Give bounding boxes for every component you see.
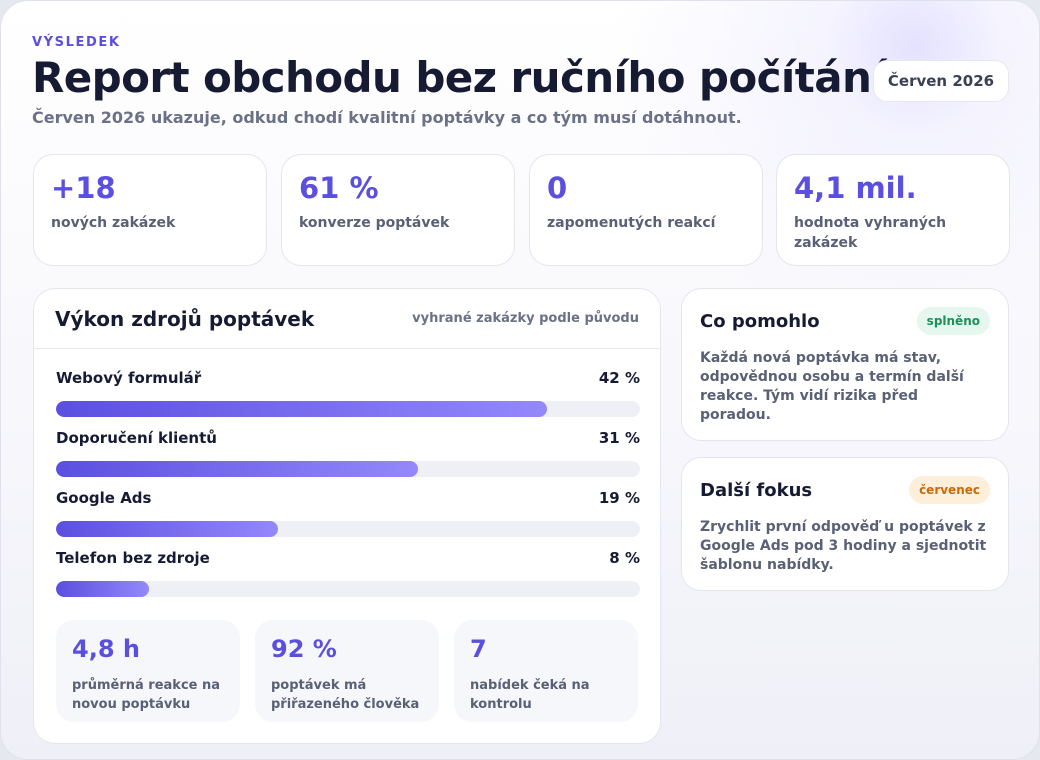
stat-value: 4,8 h — [72, 635, 140, 663]
kpi-card-new-orders: +18 nových zakázek — [33, 154, 267, 266]
kpi-value: +18 — [51, 171, 116, 205]
card-title: Co pomohlo — [700, 310, 820, 332]
page-subtitle: Červen 2026 ukazuje, odkud chodí kvalitn… — [32, 108, 742, 127]
source-progress-track — [56, 461, 640, 477]
kpi-label: hodnota vyhraných zakázek — [794, 215, 947, 251]
stat-label: nabídek čeká na kontrolu — [470, 678, 590, 712]
source-row: Webový formulář 42 % — [56, 369, 640, 429]
status-badge: splněno — [916, 307, 990, 335]
kpi-label: nových zakázek — [51, 215, 176, 231]
source-progress-track — [56, 581, 640, 597]
card-text: Každá nová poptávka má stav, odpovědnou … — [700, 350, 964, 423]
period-selector[interactable]: Červen 2026 — [873, 60, 1009, 102]
stat-card-assigned: 92 % poptávek má přiřazeného člověka — [255, 620, 439, 722]
source-share: 8 % — [609, 549, 640, 567]
source-progress-fill — [56, 521, 278, 537]
page-title: Report obchodu bez ručního počítání — [32, 53, 886, 102]
kpi-card-forgotten-reactions: 0 zapomenutých reakcí — [529, 154, 763, 266]
source-row: Google Ads 19 % — [56, 489, 640, 549]
source-name: Doporučení klientů — [56, 429, 217, 447]
card-what-helped: Co pomohlo splněno Každá nová poptávka m… — [681, 288, 1009, 441]
source-name: Webový formulář — [56, 369, 202, 387]
stat-label: poptávek má přiřazeného člověka — [271, 678, 420, 712]
eyebrow-label: VÝSLEDEK — [32, 35, 121, 50]
stat-card-pending-offers: 7 nabídek čeká na kontrolu — [454, 620, 638, 722]
stat-label: průměrná reakce na novou poptávku — [72, 678, 221, 712]
kpi-label: zapomenutých reakcí — [547, 215, 716, 231]
kpi-card-won-value: 4,1 mil. hodnota vyhraných zakázek — [776, 154, 1010, 266]
stat-card-reaction-time: 4,8 h průměrná reakce na novou poptávku — [56, 620, 240, 722]
card-header: Další fokus červenec — [700, 476, 990, 504]
source-share: 19 % — [598, 489, 640, 507]
sources-panel-header: Výkon zdrojů poptávek vyhrané zakázky po… — [34, 289, 660, 349]
kpi-value: 61 % — [299, 171, 379, 205]
source-row: Telefon bez zdroje 8 % — [56, 549, 640, 609]
month-badge: červenec — [909, 476, 990, 504]
source-progress-fill — [56, 401, 547, 417]
kpi-card-conversion: 61 % konverze poptávek — [281, 154, 515, 266]
source-name: Google Ads — [56, 489, 152, 507]
source-progress-track — [56, 521, 640, 537]
card-header: Co pomohlo splněno — [700, 307, 990, 335]
sources-panel-title: Výkon zdrojů poptávek — [55, 306, 315, 331]
source-name: Telefon bez zdroje — [56, 549, 210, 567]
source-row: Doporučení klientů 31 % — [56, 429, 640, 489]
card-next-focus: Další fokus červenec Zrychlit první odpo… — [681, 457, 1009, 591]
source-share: 42 % — [598, 369, 640, 387]
card-title: Další fokus — [700, 479, 813, 501]
sources-panel-note: vyhrané zakázky podle původu — [412, 311, 639, 326]
source-share: 31 % — [598, 429, 640, 447]
source-list: Webový formulář 42 % Doporučení klientů … — [56, 369, 640, 609]
sources-panel: Výkon zdrojů poptávek vyhrané zakázky po… — [33, 288, 661, 744]
kpi-label: konverze poptávek — [299, 215, 450, 231]
source-progress-fill — [56, 581, 150, 597]
stat-value: 92 % — [271, 635, 337, 663]
kpi-value: 4,1 mil. — [794, 171, 917, 205]
kpi-value: 0 — [547, 171, 568, 205]
card-text: Zrychlit první odpověď u poptávek z Goog… — [700, 519, 987, 573]
source-progress-track — [56, 401, 640, 417]
source-progress-fill — [56, 461, 419, 477]
stat-value: 7 — [470, 635, 487, 663]
